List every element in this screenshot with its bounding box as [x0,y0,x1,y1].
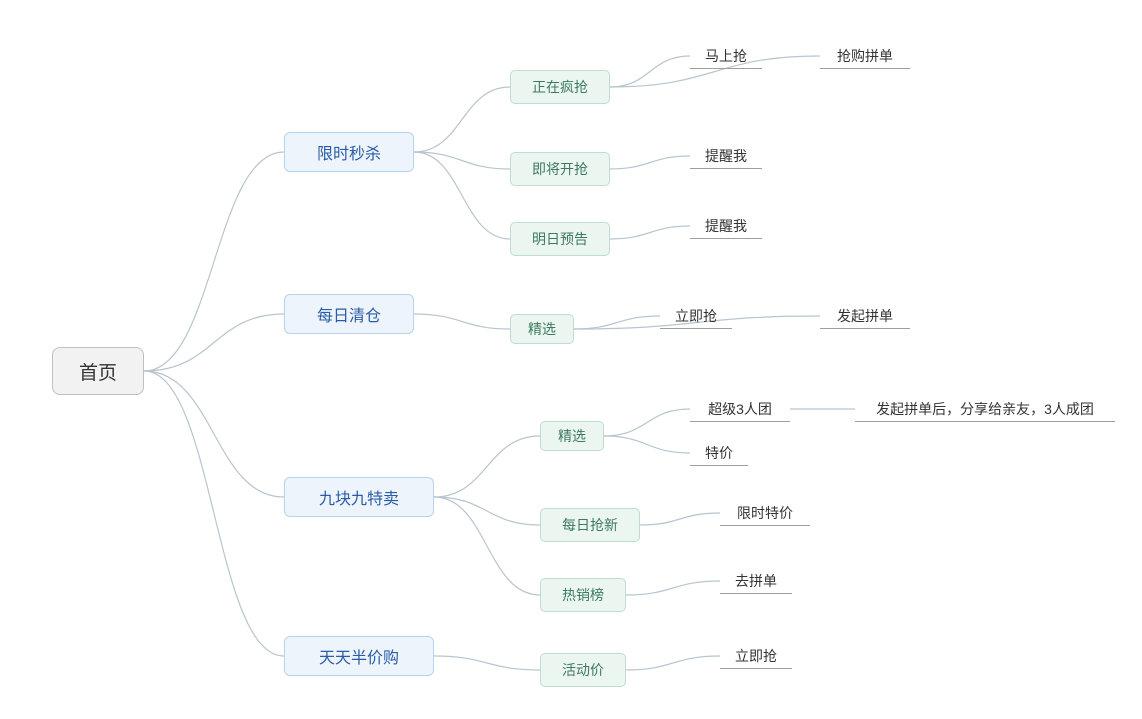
edge-root-n2 [144,314,284,371]
node-l2: 抢购拼单 [820,43,910,69]
node-n3a: 精选 [540,421,604,451]
edge-n3c-l11 [626,581,720,595]
node-l8: 发起拼单后，分享给亲友，3人成团 [855,396,1115,422]
node-l6: 发起拼单 [820,303,910,329]
edge-n3b-l10 [640,513,720,525]
node-n3: 九块九特卖 [284,477,434,517]
node-n2: 每日清仓 [284,294,414,334]
node-n2a: 精选 [510,314,574,344]
node-n1a: 正在疯抢 [510,70,610,104]
node-l3: 提醒我 [690,143,762,169]
edge-n3-n3c [434,497,540,595]
edge-n2-n2a [414,314,510,329]
node-l11: 去拼单 [720,568,792,594]
node-l9: 特价 [690,440,748,466]
edge-n3-n3b [434,497,540,525]
edge-n1c-l4 [610,226,690,239]
edge-n4-n4a [434,656,540,670]
edge-n1-n1a [414,87,510,152]
node-root: 首页 [52,347,144,395]
edge-n3a-l9 [604,436,690,453]
edge-n4a-l12 [626,656,720,670]
node-l12: 立即抢 [720,643,792,669]
node-n4a: 活动价 [540,653,626,687]
edge-root-n3 [144,371,284,497]
node-n3b: 每日抢新 [540,508,640,542]
edge-n1-n1c [414,152,510,239]
edge-n1a-l1 [610,56,690,87]
edge-n3-n3a [434,436,540,497]
node-n3c: 热销榜 [540,578,626,612]
node-l5: 立即抢 [660,303,732,329]
edge-root-n4 [144,371,284,656]
node-n4: 天天半价购 [284,636,434,676]
node-n1: 限时秒杀 [284,132,414,172]
node-n1b: 即将开抢 [510,152,610,186]
node-l1: 马上抢 [690,43,762,69]
edge-root-n1 [144,152,284,371]
edge-n3a-l7 [604,409,690,436]
node-l10: 限时特价 [720,500,810,526]
edge-n1b-l3 [610,156,690,169]
node-l7: 超级3人团 [690,396,790,422]
node-n1c: 明日预告 [510,222,610,256]
node-l4: 提醒我 [690,213,762,239]
